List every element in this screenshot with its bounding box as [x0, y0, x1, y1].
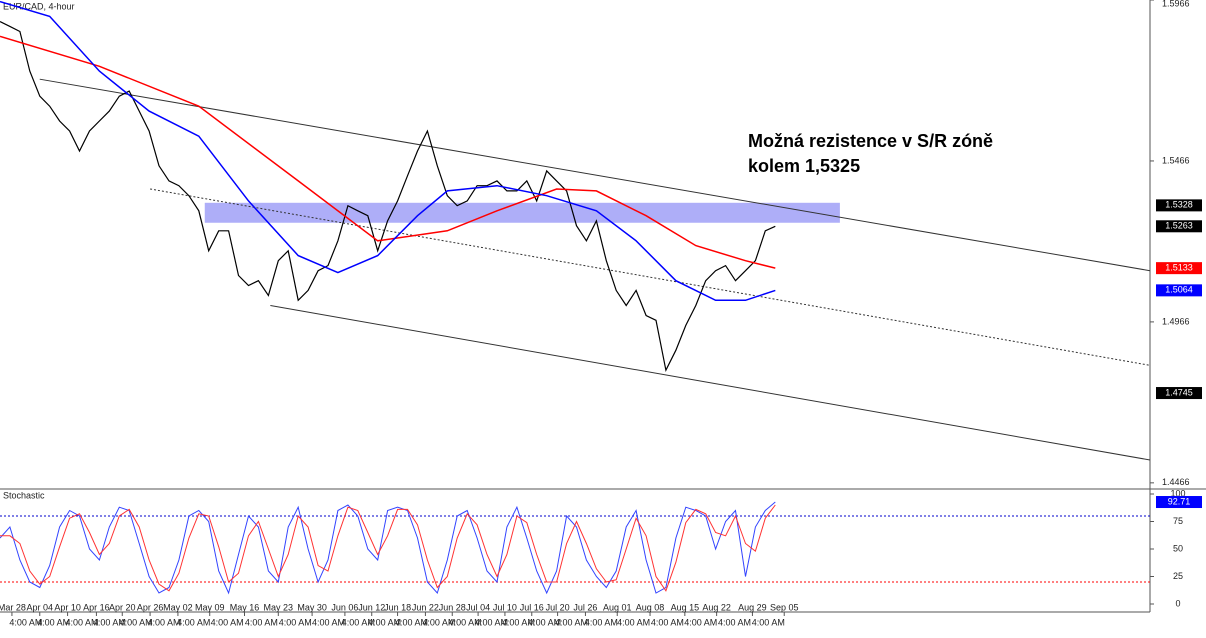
annotation: Možná rezistence v S/R zóně [748, 131, 993, 151]
x-time-label: 4:00 AM [449, 617, 482, 627]
x-time-label: 4:00 AM [65, 617, 98, 627]
x-tick-label: Apr 04 [26, 602, 53, 612]
x-time-label: 4:00 AM [120, 617, 153, 627]
price-label-box [1156, 387, 1202, 400]
x-time-label: 4:00 AM [37, 617, 70, 627]
x-tick-label: Jul 10 [493, 602, 517, 612]
x-time-label: 4:00 AM [9, 617, 42, 627]
x-time-label: 4:00 AM [617, 617, 650, 627]
trendline [270, 304, 1151, 461]
x-tick-label: Jul 16 [520, 602, 544, 612]
sr-zone [204, 202, 840, 223]
x-time-label: 4:00 AM [93, 617, 126, 627]
series-line [0, 21, 776, 373]
y-tick-label: 1.4466 [1162, 477, 1190, 487]
x-tick-label: Apr 26 [137, 602, 164, 612]
price-label: 1.5064 [1165, 285, 1193, 295]
trendline [149, 188, 1151, 366]
price-label-box [1156, 262, 1202, 275]
x-time-label: 4:00 AM [312, 617, 345, 627]
x-time-label: 4:00 AM [475, 617, 508, 627]
x-tick-label: May 23 [264, 602, 294, 612]
x-time-label: 4:00 AM [147, 617, 180, 627]
y-tick-label: 100 [1170, 488, 1185, 498]
y-tick-label: 75 [1173, 516, 1183, 526]
y-tick-label: 1.4966 [1162, 316, 1190, 326]
series-line [0, 504, 776, 592]
x-tick-label: Jun 22 [412, 602, 439, 612]
x-tick-label: May 09 [195, 602, 225, 612]
series-line [0, 501, 776, 595]
x-tick-label: Apr 20 [109, 602, 136, 612]
annotation: kolem 1,5325 [748, 156, 860, 176]
indicator-title: Stochastic [3, 490, 45, 500]
series-line [0, 35, 776, 269]
x-time-label: 4:00 AM [718, 617, 751, 627]
chart-title: EUR/CAD, 4-hour [3, 1, 75, 11]
x-tick-label: Jul 04 [466, 602, 490, 612]
x-tick-label: Jun 18 [384, 602, 411, 612]
price-label-box [1156, 220, 1202, 233]
x-tick-label: May 02 [163, 602, 193, 612]
x-tick-label: Aug 29 [738, 602, 767, 612]
x-tick-label: Jun 06 [331, 602, 358, 612]
y-tick-label: 25 [1173, 571, 1183, 581]
price-label-box [1156, 199, 1202, 212]
x-time-label: 4:00 AM [528, 617, 561, 627]
last-value-box [1156, 496, 1202, 509]
x-time-label: 4:00 AM [211, 617, 244, 627]
y-tick-label: 0 [1175, 598, 1180, 608]
x-tick-label: Aug 01 [603, 602, 632, 612]
y-tick-label: 1.5466 [1162, 155, 1190, 165]
x-time-label: 4:00 AM [279, 617, 312, 627]
y-tick-label: 50 [1173, 543, 1183, 553]
y-tick-label: 1.5966 [1162, 0, 1190, 8]
x-tick-label: May 16 [230, 602, 260, 612]
x-time-label: 4:00 AM [422, 617, 455, 627]
x-time-label: 4:00 AM [177, 617, 210, 627]
x-time-label: 4:00 AM [502, 617, 535, 627]
x-time-label: 4:00 AM [395, 617, 428, 627]
x-tick-label: Sep 05 [770, 602, 799, 612]
x-time-label: 4:00 AM [684, 617, 717, 627]
x-tick-label: Jul 20 [546, 602, 570, 612]
price-label: 1.5133 [1165, 263, 1193, 273]
x-time-label: 4:00 AM [245, 617, 278, 627]
x-tick-label: Mar 28 [0, 602, 26, 612]
x-time-label: 4:00 AM [555, 617, 588, 627]
x-tick-label: Aug 15 [671, 602, 700, 612]
x-time-label: 4:00 AM [585, 617, 618, 627]
x-tick-label: Jul 26 [573, 602, 597, 612]
series-line [0, 0, 776, 302]
trendline [39, 78, 1151, 272]
x-tick-label: Aug 22 [702, 602, 731, 612]
x-tick-label: Jun 12 [358, 602, 385, 612]
x-tick-label: Aug 08 [636, 602, 665, 612]
price-label: 1.5328 [1165, 200, 1193, 210]
last-value-label: 92.71 [1168, 496, 1191, 506]
x-time-label: 4:00 AM [368, 617, 401, 627]
price-label-box [1156, 284, 1202, 297]
x-tick-label: Apr 16 [83, 602, 110, 612]
x-time-label: 4:00 AM [752, 617, 785, 627]
price-label: 1.5263 [1165, 221, 1193, 231]
x-time-label: 4:00 AM [342, 617, 375, 627]
x-time-label: 4:00 AM [651, 617, 684, 627]
x-tick-label: May 30 [297, 602, 327, 612]
x-tick-label: Jun 28 [439, 602, 466, 612]
x-tick-label: Apr 10 [54, 602, 81, 612]
price-label: 1.4745 [1165, 387, 1193, 397]
